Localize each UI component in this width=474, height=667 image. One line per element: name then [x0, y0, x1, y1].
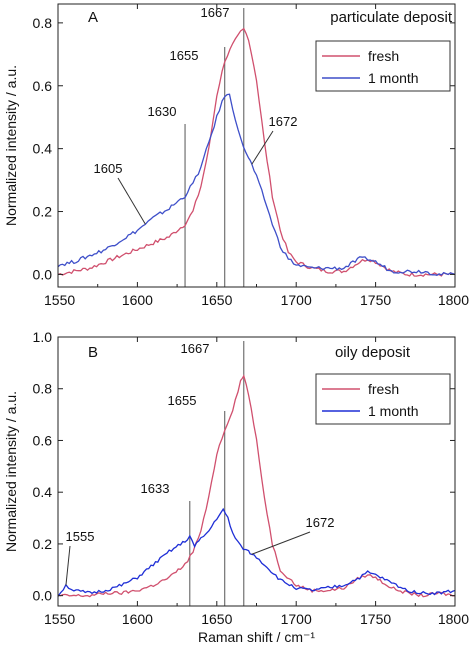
peak-label-1633: 1633	[141, 481, 170, 496]
panel-a: 1550 1600 1650 1700 1750 1800 0.0 0.2 0.4 0.6 0.8 N…	[3, 3, 469, 308]
series-line-1-month	[57, 93, 456, 276]
legend-label-fresh: fresh	[368, 381, 399, 397]
panel-b: 1550 1600 1650 1700 1750 1800 0.0 0.2 0.4 0.6 0.8 1…	[3, 329, 469, 645]
y-tick-label: 0.6	[33, 78, 53, 94]
legend-box	[315, 373, 451, 425]
x-tick-label: 1550	[44, 292, 75, 308]
peak-label-1672: 1672	[269, 114, 298, 129]
x-tick-label: 1600	[122, 611, 153, 627]
x-tick-label: 1550	[44, 611, 75, 627]
peak-label-1555: 1555	[66, 529, 95, 544]
y-tick-label: 0.4	[33, 141, 53, 157]
y-tick-label: 0.2	[33, 204, 53, 220]
peak-label-1667: 1667	[201, 5, 230, 20]
peak-label-1672: 1672	[306, 515, 335, 530]
panel-title: particulate deposit	[330, 9, 453, 26]
legend-box	[315, 40, 451, 92]
x-tick-label: 1700	[281, 292, 312, 308]
y-tick-label: 0.0	[33, 588, 53, 604]
leader-line-1672	[251, 130, 274, 165]
panel-letter: B	[88, 344, 98, 361]
series-line-fresh	[57, 374, 456, 598]
peak-label-1655: 1655	[168, 393, 197, 408]
y-tick-label: 0.8	[33, 381, 53, 397]
legend-label-1-month: 1 month	[368, 70, 419, 86]
peak-label-1605: 1605	[94, 161, 123, 176]
peak-label-1667: 1667	[181, 341, 210, 356]
peak-label-1630: 1630	[148, 104, 177, 119]
legend-label-fresh: fresh	[368, 48, 399, 64]
series-line-1-month	[57, 507, 456, 597]
y-tick-label: 0.8	[33, 15, 53, 31]
x-tick-label: 1800	[438, 292, 469, 308]
peak-label-1655: 1655	[170, 48, 199, 63]
leader-line-1605	[117, 177, 146, 225]
leader-line-1555	[65, 545, 71, 586]
x-tick-label: 1700	[281, 611, 312, 627]
panel-letter: A	[88, 9, 98, 26]
x-tick-label: 1650	[201, 292, 232, 308]
leader-line-1672	[251, 531, 311, 555]
x-tick-label: 1800	[438, 611, 469, 627]
y-tick-label: 0.2	[33, 536, 53, 552]
legend-label-1-month: 1 month	[368, 403, 419, 419]
x-tick-label: 1650	[201, 611, 232, 627]
x-axis-label: Raman shift / cm⁻¹	[198, 629, 315, 645]
x-tick-label: 1750	[360, 611, 391, 627]
x-tick-label: 1600	[122, 292, 153, 308]
y-axis-label: Normalized intensity / a.u.	[3, 391, 19, 552]
y-tick-label: 0.0	[33, 266, 53, 282]
panel-title: oily deposit	[335, 344, 411, 361]
x-tick-label: 1750	[360, 292, 391, 308]
y-tick-label: 1.0	[33, 329, 53, 345]
y-axis-label: Normalized intensity / a.u.	[3, 65, 19, 226]
y-tick-label: 0.6	[33, 432, 53, 448]
y-tick-label: 0.4	[33, 484, 53, 500]
